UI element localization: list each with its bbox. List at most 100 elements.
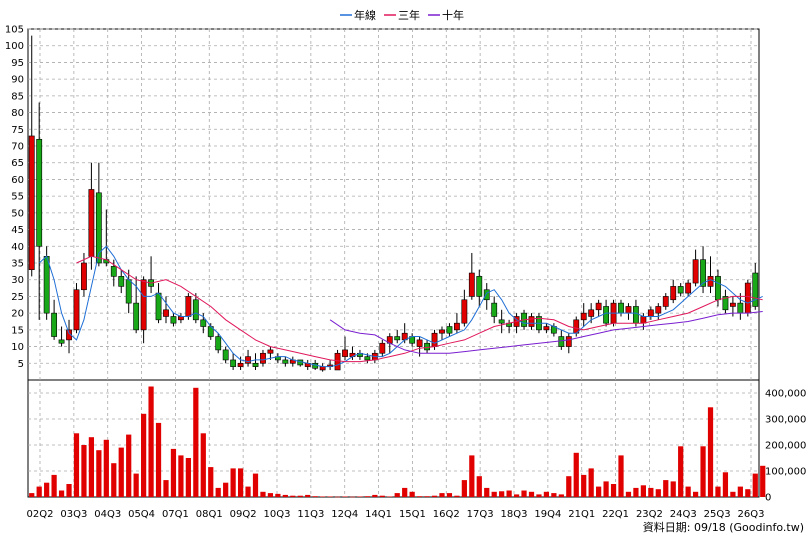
x-tick-label: 16Q2 xyxy=(433,509,460,520)
volume-bar xyxy=(707,407,714,497)
candle xyxy=(737,293,744,320)
candle-body xyxy=(43,256,50,314)
volume-bar xyxy=(491,491,497,497)
volume-tick-label: 0 xyxy=(765,493,771,504)
x-tick-label: 12Q4 xyxy=(331,509,358,520)
candle xyxy=(267,346,274,360)
candle xyxy=(461,289,468,327)
volume-bar xyxy=(454,495,460,497)
candle-body xyxy=(752,272,759,307)
volume-bar xyxy=(29,493,35,497)
candle-body xyxy=(744,282,751,314)
candle xyxy=(565,333,572,354)
candle xyxy=(707,256,714,294)
candle xyxy=(670,279,677,304)
volume-bar xyxy=(640,485,646,497)
candle xyxy=(424,339,430,354)
volume-bar xyxy=(252,473,259,497)
candle xyxy=(744,279,751,317)
candle-body xyxy=(700,259,706,287)
candle-body xyxy=(603,306,609,324)
volume-bar xyxy=(81,445,87,497)
candle xyxy=(528,313,535,330)
candle xyxy=(155,283,162,324)
candle xyxy=(170,313,177,327)
volume-bar xyxy=(409,491,415,497)
volume-bars xyxy=(29,386,766,498)
candle-body xyxy=(588,309,595,317)
volume-bar xyxy=(573,452,579,497)
candle xyxy=(543,323,550,334)
volume-bar xyxy=(327,496,333,497)
volume-bar xyxy=(364,496,371,497)
volume-bar xyxy=(678,446,684,497)
x-tick-label: 23Q2 xyxy=(636,509,663,520)
volume-bar xyxy=(282,494,288,497)
candle-body xyxy=(110,266,117,277)
candle-body xyxy=(155,292,162,321)
candle-body xyxy=(670,286,677,301)
candle-body xyxy=(491,302,498,317)
candle-body xyxy=(260,352,266,364)
candle-body xyxy=(125,279,132,304)
price-tick-label: 30 xyxy=(11,275,24,286)
volume-bar xyxy=(446,493,453,497)
volume-bar xyxy=(58,490,65,497)
candle xyxy=(304,359,311,370)
candle-body xyxy=(252,362,259,367)
candle-body xyxy=(707,276,714,287)
candle xyxy=(88,162,95,270)
chart-legend: 年線 三年 十年 xyxy=(340,8,464,22)
volume-bar xyxy=(208,467,214,497)
candle xyxy=(409,333,416,347)
candle-body xyxy=(245,356,251,364)
volume-bar xyxy=(215,487,221,497)
price-tick-label: 95 xyxy=(11,58,24,69)
candle-body xyxy=(222,349,229,361)
volume-bar xyxy=(633,487,639,497)
volume-bar xyxy=(342,496,348,497)
candle-body xyxy=(483,289,490,301)
volume-tick-label: 100,000 xyxy=(765,467,806,478)
candle-body xyxy=(662,296,669,307)
candle xyxy=(618,299,624,317)
volume-bar xyxy=(141,413,147,497)
volume-bar xyxy=(237,468,244,497)
volume-bar xyxy=(484,487,490,497)
volume-bar xyxy=(305,494,311,497)
price-tick-label: 10 xyxy=(11,342,24,353)
x-tick-label: 03Q3 xyxy=(60,509,87,520)
candle xyxy=(506,319,513,334)
volume-bar xyxy=(290,495,296,497)
candle-body xyxy=(237,362,244,367)
candle xyxy=(595,299,602,317)
candle-body xyxy=(722,296,729,311)
candle-body xyxy=(192,299,199,321)
volume-bar xyxy=(103,439,109,497)
candle xyxy=(28,35,35,277)
chart-grid xyxy=(27,28,760,498)
candle xyxy=(58,326,65,347)
candle xyxy=(498,309,505,334)
candle-body xyxy=(185,296,192,317)
price-tick-label: 60 xyxy=(11,175,24,186)
price-candles xyxy=(28,35,759,372)
x-tick-label: 09Q2 xyxy=(230,509,257,520)
candle xyxy=(625,303,632,320)
x-tick-label: 07Q1 xyxy=(162,509,189,520)
candle-body xyxy=(334,352,341,371)
legend-label: 年線 xyxy=(354,8,376,22)
candle-body xyxy=(342,349,348,357)
candle-body xyxy=(267,349,274,354)
price-tick-label: 85 xyxy=(11,91,24,102)
candle xyxy=(274,353,281,364)
candle xyxy=(252,353,259,370)
price-tick-label: 5 xyxy=(18,359,24,370)
candle xyxy=(110,259,117,287)
volume-bar xyxy=(692,491,699,497)
candle xyxy=(580,303,587,327)
volume-bar xyxy=(685,486,691,497)
price-tick-label: 75 xyxy=(11,125,24,136)
candle xyxy=(677,283,684,297)
x-tick-label: 08Q1 xyxy=(196,509,223,520)
